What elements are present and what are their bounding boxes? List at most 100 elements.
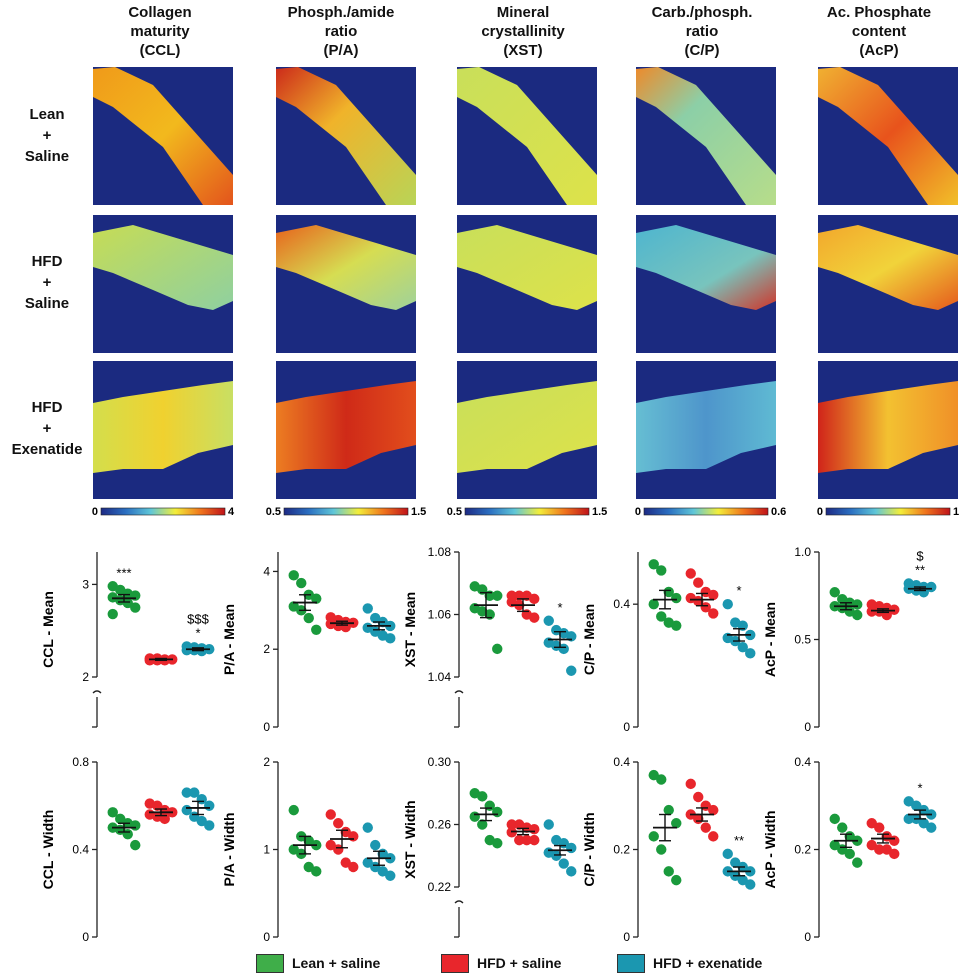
data-point: [370, 861, 381, 873]
data-point: [745, 879, 756, 890]
data-point: [708, 608, 719, 619]
colorbar-xst: 0.5 1.5: [447, 506, 608, 518]
bone-section: [818, 67, 958, 205]
data-point: [333, 818, 344, 829]
colorbar-cp: 0 0.6: [635, 506, 786, 518]
heatmap-acp-hfd-saline: [818, 215, 958, 353]
colorbar-max: 0.6: [771, 506, 786, 518]
data-point: [829, 813, 840, 825]
axis-break-mark: [454, 900, 464, 904]
data-point: [926, 822, 937, 833]
data-point: [708, 804, 719, 816]
axis-break-mark: [92, 690, 102, 694]
bone-section: [636, 381, 776, 473]
colorbar-max: 4: [228, 506, 235, 518]
data-point: [189, 787, 200, 798]
data-point: [829, 587, 840, 598]
y-tick-label: 0.2: [794, 843, 811, 857]
data-point: [543, 819, 554, 830]
legend-item-hfd-saline: HFD + saline: [441, 952, 561, 974]
heatmap-ccl-hfd-exenatide: [93, 361, 233, 499]
heatmap-cp-hfd-saline: [636, 215, 776, 353]
data-point: [130, 602, 141, 613]
data-point: [708, 831, 719, 842]
y-tick-label: 1.06: [428, 608, 452, 622]
data-point: [722, 848, 733, 860]
y-axis-label: C/P - Mean: [581, 604, 597, 675]
legend-swatch-hfd: [441, 953, 469, 973]
data-point: [362, 603, 373, 614]
colorbar-max: 1.5: [592, 506, 607, 518]
colorbar-gradient: [100, 507, 226, 516]
bone-section: [636, 225, 776, 310]
data-point: [648, 559, 659, 570]
data-point: [648, 769, 659, 781]
y-tick-label: 0: [804, 930, 811, 944]
data-point: [566, 866, 577, 877]
significance-label: ***: [116, 565, 131, 580]
data-point: [656, 611, 667, 622]
bone-section: [93, 225, 233, 310]
legend-item-lean-saline: Lean + saline: [256, 952, 380, 974]
data-point: [529, 593, 540, 605]
data-point: [477, 791, 488, 802]
data-point: [311, 593, 322, 604]
data-point: [558, 858, 569, 869]
data-point: [693, 791, 704, 803]
data-point: [656, 844, 667, 855]
data-point: [348, 831, 359, 842]
column-title-acp: Ac. Phosphate content (AcP): [826, 4, 932, 59]
significance-label: $$$: [187, 611, 209, 626]
colorbar-gradient: [464, 507, 590, 516]
y-axis-label: AcP - Width: [762, 810, 778, 888]
data-point: [385, 870, 396, 881]
data-point: [700, 602, 711, 613]
y-tick-label: 0: [263, 930, 270, 944]
data-point: [685, 778, 696, 790]
plot-cp-mean: 0 0.4 C/P - Mean *: [581, 552, 756, 734]
data-point: [737, 874, 748, 886]
y-tick-label: 1: [263, 843, 270, 857]
plot-cp-width: 0 0.2 0.4 C/P - Width **: [581, 755, 756, 944]
data-point: [181, 644, 192, 656]
heatmap-pa-hfd-saline: [276, 215, 416, 353]
y-axis-label: XST - Mean: [402, 592, 418, 667]
colorbar-gradient: [643, 507, 769, 516]
data-point: [852, 857, 863, 868]
y-axis-label: AcP - Mean: [762, 602, 778, 677]
data-point: [303, 612, 314, 624]
heatmap-xst-hfd-exenatide: [457, 361, 597, 499]
data-point: [204, 820, 215, 831]
data-point: [514, 834, 525, 846]
data-point: [656, 774, 667, 785]
data-point: [881, 844, 892, 855]
data-point: [469, 811, 480, 822]
data-point: [122, 597, 133, 609]
y-tick-label: 0.4: [72, 843, 89, 857]
y-axis-label: P/A - Mean: [221, 604, 237, 675]
data-point: [648, 598, 659, 610]
data-point: [889, 848, 900, 860]
data-point: [866, 839, 877, 851]
y-axis-label: XST - Width: [402, 800, 418, 878]
data-point: [303, 835, 314, 846]
y-tick-label: 0: [82, 930, 89, 944]
heatmap-ccl-lean-saline: [93, 67, 233, 205]
data-point: [844, 848, 855, 860]
y-tick-label: 2: [82, 670, 89, 684]
data-point: [671, 818, 682, 829]
y-tick-label: 0.4: [794, 755, 811, 769]
data-point: [377, 866, 388, 877]
y-tick-label: 1.08: [428, 545, 452, 559]
data-point: [852, 609, 863, 621]
data-point: [340, 857, 351, 868]
data-point: [903, 813, 914, 825]
data-point: [566, 665, 577, 676]
data-point: [529, 612, 540, 623]
data-point: [558, 643, 569, 655]
y-tick-label: 0.2: [613, 843, 630, 857]
data-point: [685, 568, 696, 579]
